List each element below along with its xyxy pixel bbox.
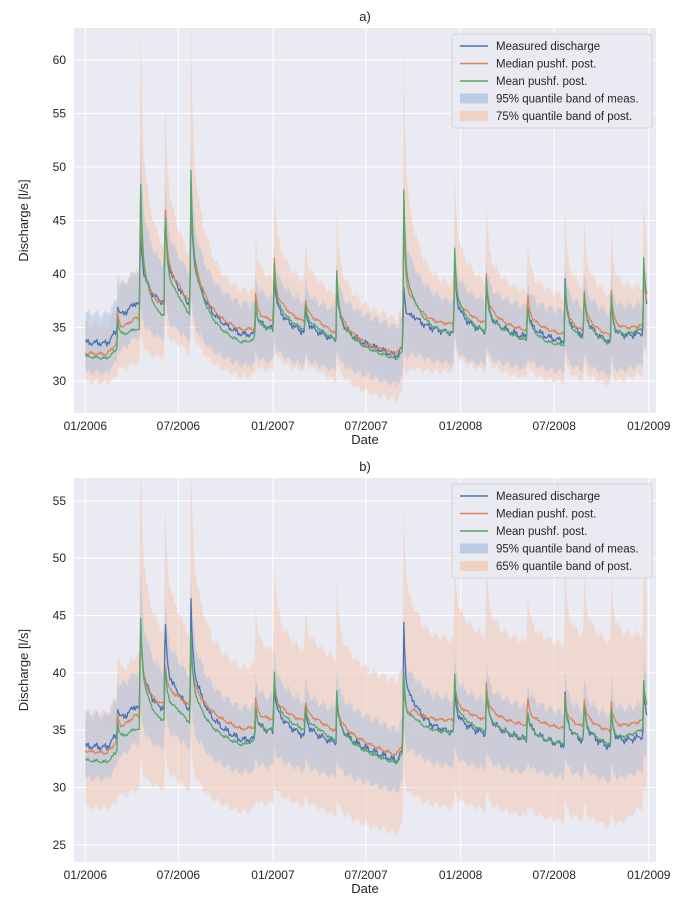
x-tick-label: 07/2007 (344, 868, 388, 882)
y-tick-label: 35 (53, 723, 67, 737)
x-tick-label: 01/2006 (64, 419, 108, 433)
y-tick-label: 30 (53, 374, 67, 388)
y-tick-label: 50 (53, 160, 67, 174)
x-tick-label: 07/2008 (533, 419, 577, 433)
y-tick-label: 55 (53, 494, 67, 508)
legend-swatch (460, 543, 488, 554)
plot-content (84, 478, 648, 837)
line-median (84, 633, 648, 756)
y-tick-label: 50 (53, 551, 67, 565)
x-tick-label: 01/2007 (251, 419, 295, 433)
legend-label: 75% quantile band of post. (496, 111, 632, 123)
x-tick-label: 01/2008 (439, 419, 483, 433)
legend: Measured discharge Median pushf. post. Mea… (451, 483, 653, 579)
legend-swatch (460, 561, 488, 571)
legend-label: Measured discharge (496, 41, 600, 53)
line-median (84, 181, 648, 357)
x-tick-label: 07/2006 (157, 868, 201, 882)
y-tick-label: 45 (53, 214, 67, 228)
legend-label: Mean pushf. post. (496, 526, 587, 538)
legend-box (451, 33, 653, 129)
line-measured (84, 188, 648, 359)
y-tick-label: 55 (53, 107, 67, 121)
y-tick-label: 45 (53, 609, 67, 623)
y-tick-label: 60 (53, 53, 67, 67)
x-axis-label: Date (351, 881, 378, 896)
y-axis-label: Discharge [l/s] (16, 179, 31, 261)
legend-label: Median pushf. post. (496, 59, 596, 71)
y-tick-label: 40 (53, 666, 67, 680)
chart-title: a) (359, 9, 371, 24)
legend-label: Measured discharge (496, 491, 600, 503)
x-tick-label: 01/2009 (627, 419, 671, 433)
legend-swatch (460, 93, 488, 104)
x-tick-label: 07/2008 (533, 868, 577, 882)
line-mean (85, 617, 648, 765)
legend: Measured discharge Median pushf. post. Mea… (451, 33, 653, 129)
x-tick-label: 01/2007 (251, 868, 295, 882)
x-tick-label: 07/2007 (344, 419, 388, 433)
legend-label: 95% quantile band of meas. (496, 94, 639, 106)
y-tick-label: 35 (53, 320, 67, 334)
legend-label: 65% quantile band of post. (496, 561, 632, 573)
y-axis-label: Discharge [l/s] (16, 629, 31, 711)
y-tick-label: 25 (53, 838, 67, 852)
x-tick-label: 01/2006 (64, 868, 108, 882)
x-tick-label: 01/2009 (627, 868, 671, 882)
x-tick-label: 07/2006 (157, 419, 201, 433)
y-tick-label: 40 (53, 267, 67, 281)
chart-panel-b: 25 30 35 40 45 50 55 01/2006 07/2006 01/2007 07/20… (16, 459, 671, 896)
legend-label: Mean pushf. post. (496, 76, 587, 88)
line-mean (85, 169, 648, 361)
y-tick-label: 30 (53, 780, 67, 794)
legend-swatch (460, 111, 488, 121)
chart-title: b) (359, 459, 371, 474)
plot-content (84, 28, 648, 404)
x-axis-label: Date (351, 432, 378, 447)
legend-label: Median pushf. post. (496, 509, 596, 521)
legend-label: 95% quantile band of meas. (496, 544, 639, 556)
chart-panel-a: 30 35 40 45 50 55 60 01/2006 07/2006 01/2007 07/20… (16, 9, 671, 447)
legend-box (451, 483, 653, 579)
x-tick-label: 01/2008 (439, 868, 483, 882)
